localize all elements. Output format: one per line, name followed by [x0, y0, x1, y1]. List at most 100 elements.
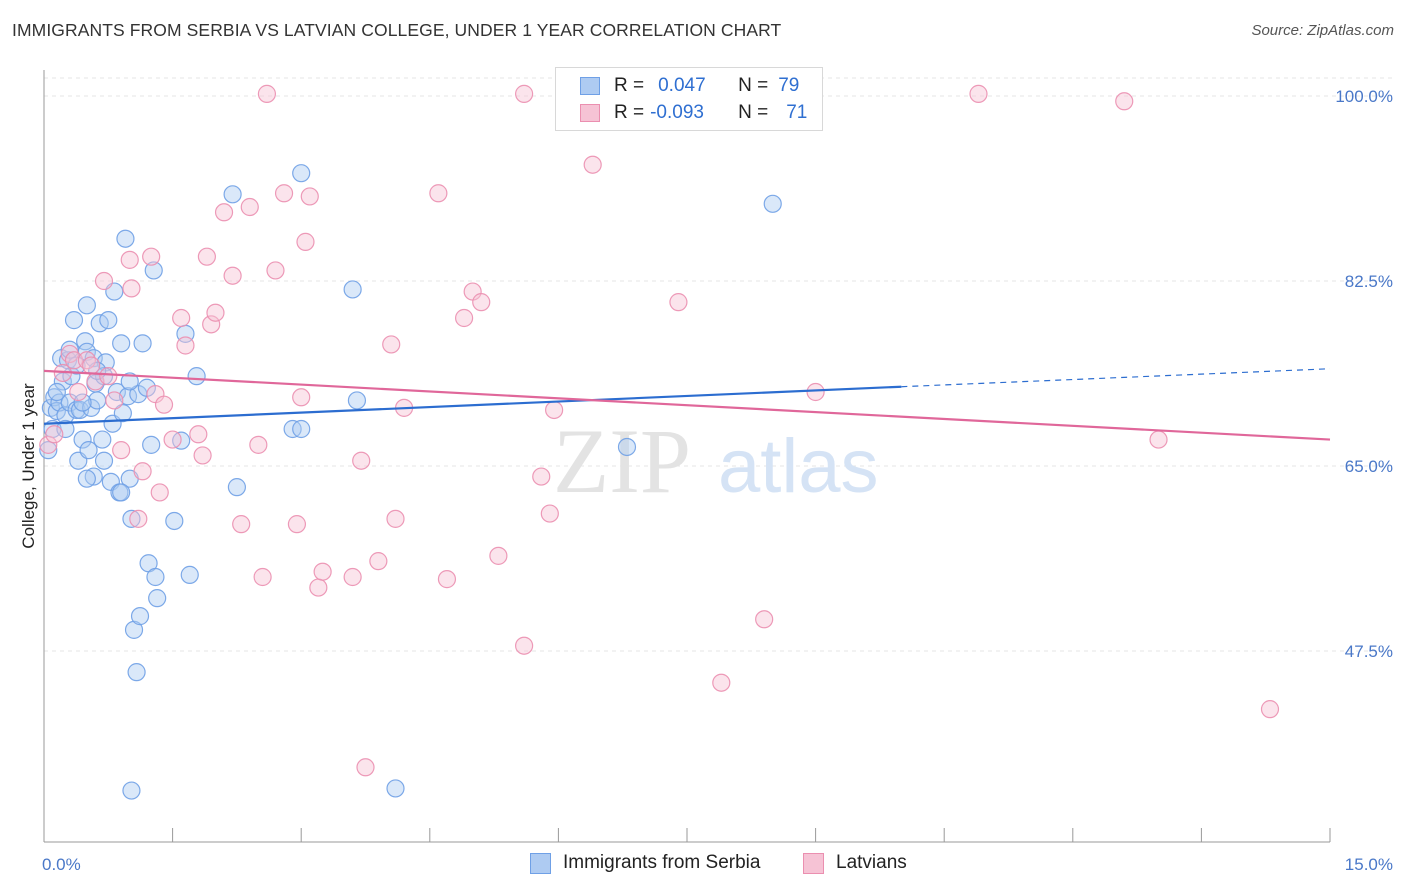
latvians-point: [253, 567, 272, 587]
latvians-point: [197, 247, 216, 266]
serbia-point: [99, 311, 118, 330]
legend-swatch-latvians: [580, 104, 600, 122]
serbia-point: [112, 334, 131, 353]
serbia-point: [227, 478, 246, 497]
serbia-point: [130, 607, 150, 626]
serbia-point: [127, 663, 146, 682]
latvians-point: [1260, 700, 1280, 719]
latvians-point: [105, 391, 124, 410]
latvians-point: [515, 636, 534, 655]
series-legend-latvians[interactable]: Latvians: [803, 852, 907, 874]
latvians-point: [142, 247, 161, 266]
latvians-point: [202, 315, 221, 334]
serbia-point: [142, 435, 161, 454]
serbia-point: [122, 781, 141, 800]
latvians-point: [352, 451, 371, 470]
serbia-point: [73, 393, 92, 412]
latvians-point: [232, 515, 251, 534]
legend-n-label: N =: [738, 102, 769, 123]
latvians-point: [172, 308, 191, 328]
latvians-point: [382, 335, 401, 354]
latvians-point: [206, 303, 225, 322]
serbia-point: [39, 441, 58, 460]
serbia-point: [79, 441, 98, 460]
serbia-point: [343, 280, 362, 299]
latvians-point: [39, 435, 58, 454]
watermark-zip: ZIP: [553, 410, 691, 512]
series-name-serbia: Immigrants from Serbia: [563, 852, 761, 873]
serbia-point: [144, 261, 163, 280]
trend-lines: [43, 368, 1331, 441]
serbia-point: [292, 164, 311, 183]
serbia-trend-extension: [901, 368, 1331, 388]
latvians-point: [540, 504, 559, 523]
axis-labels: 47.5% 65.0% 82.5% 100.0% 0.0% 15.0% College, U…: [19, 87, 1393, 874]
latvians-point: [532, 467, 551, 486]
latvians-point: [163, 430, 182, 449]
latvians-trend-line: [43, 369, 1331, 441]
serbia-point: [82, 398, 101, 417]
latvians-point: [489, 546, 508, 565]
serbia-point: [617, 437, 637, 457]
x-tick-label: 0.0%: [42, 855, 81, 874]
latvians-point: [133, 462, 152, 481]
latvians-point: [112, 441, 131, 460]
latvians-point: [45, 425, 64, 444]
latvians-point: [356, 758, 375, 777]
serbia-point: [73, 430, 92, 449]
latvians-point: [176, 336, 195, 355]
chart-title: IMMIGRANTS FROM SERBIA VS LATVIAN COLLEG…: [12, 20, 782, 40]
serbia-point: [223, 185, 242, 204]
latvians-point: [386, 509, 405, 528]
serbia-point: [347, 391, 367, 410]
legend-row-serbia: R = 0.047 N = 79: [580, 74, 799, 98]
latvians-point: [120, 250, 139, 269]
serbia-point: [70, 400, 90, 420]
latvians-point: [296, 232, 315, 251]
legend-n-value: 79: [778, 75, 800, 96]
serbia-point: [77, 296, 96, 315]
legend-r-value: 0.047: [658, 75, 706, 96]
serbia-point: [386, 779, 405, 798]
latvians-point: [583, 155, 602, 174]
latvians-point: [313, 562, 332, 581]
latvians-point: [257, 84, 277, 103]
series-name-latvians: Latvians: [836, 852, 907, 873]
latvians-point: [300, 187, 319, 206]
latvians-point: [437, 570, 457, 589]
y-tick-label: 100.0%: [1335, 87, 1393, 106]
chart-source: Source: ZipAtlas.com: [1251, 22, 1394, 39]
serbia-point: [64, 311, 84, 330]
serbia-point: [93, 430, 112, 449]
legend-r-label: R =: [614, 102, 645, 123]
series-swatch-serbia: [530, 852, 551, 874]
serbia-point: [148, 589, 167, 608]
latvians-point: [454, 308, 474, 328]
latvians-point: [150, 483, 169, 502]
serbia-point: [165, 511, 184, 531]
latvians-point: [1115, 92, 1134, 111]
serbia-point: [146, 567, 165, 587]
latvians-point: [472, 293, 491, 312]
latvians-point: [214, 203, 234, 222]
latvians-point: [240, 197, 259, 217]
series-legend: Immigrants from Serbia Latvians: [0, 852, 1406, 878]
serbia-trend-line: [43, 385, 902, 425]
serbia-point: [120, 372, 139, 391]
latvians-point: [515, 84, 534, 103]
legend-row-latvians: R = -0.093 N = 71: [580, 101, 807, 125]
legend-n-value: 71: [786, 102, 808, 123]
watermark-atlas: atlas: [718, 424, 879, 509]
latvians-point: [193, 446, 212, 465]
series-legend-serbia[interactable]: Immigrants from Serbia: [530, 852, 760, 874]
latvians-point: [154, 395, 174, 414]
latvians-point: [189, 425, 208, 444]
data-points: [39, 84, 1280, 800]
serbia-point: [116, 229, 135, 248]
axes: [43, 70, 1331, 843]
latvians-point: [82, 356, 101, 375]
legend-n-label: N =: [738, 75, 769, 96]
x-tick-label: 15.0%: [1345, 855, 1393, 874]
latvians-point: [806, 382, 825, 402]
